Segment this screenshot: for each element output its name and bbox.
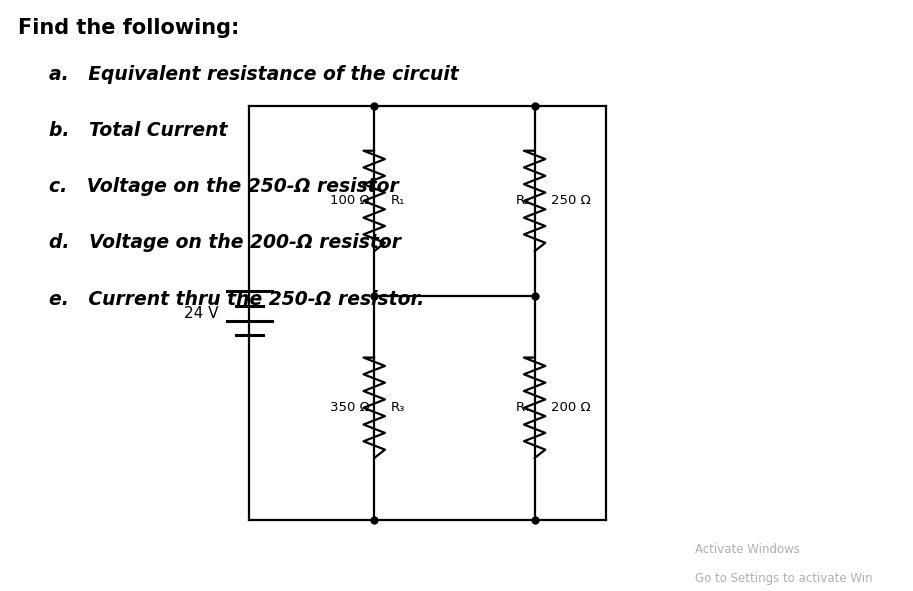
Text: Find the following:: Find the following:: [18, 18, 239, 38]
Text: e.   Current thru the 250-Ω resistor.: e. Current thru the 250-Ω resistor.: [49, 290, 425, 309]
Text: 350 Ω: 350 Ω: [330, 401, 370, 414]
Text: 250 Ω: 250 Ω: [551, 194, 591, 207]
Text: 200 Ω: 200 Ω: [551, 401, 591, 414]
Text: a.   Equivalent resistance of the circuit: a. Equivalent resistance of the circuit: [49, 65, 458, 84]
Text: Activate Windows: Activate Windows: [695, 543, 800, 556]
Text: 24 V: 24 V: [184, 306, 218, 321]
Text: c.   Voltage on the 250-Ω resistor: c. Voltage on the 250-Ω resistor: [49, 177, 399, 196]
Text: R₂: R₂: [516, 194, 530, 207]
Text: R₄: R₄: [516, 401, 530, 414]
Text: d.   Voltage on the 200-Ω resistor: d. Voltage on the 200-Ω resistor: [49, 233, 401, 252]
Text: R₁: R₁: [390, 194, 404, 207]
Text: Go to Settings to activate Win: Go to Settings to activate Win: [695, 572, 873, 585]
Text: b.   Total Current: b. Total Current: [49, 121, 227, 140]
Text: R₃: R₃: [390, 401, 404, 414]
Text: 100 Ω: 100 Ω: [331, 194, 370, 207]
